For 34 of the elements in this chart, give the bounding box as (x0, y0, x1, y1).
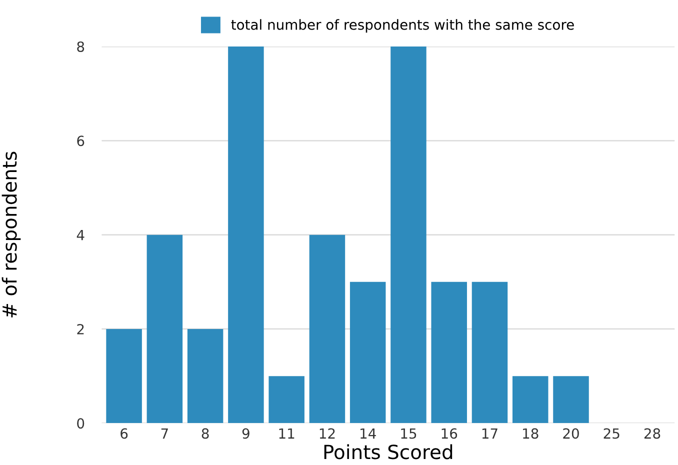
y-tick-label: 4 (76, 230, 84, 240)
y-tick-label: 6 (77, 136, 84, 146)
bar (268, 376, 304, 424)
x-tick-label: 17 (482, 428, 498, 439)
x-tick-label: 11 (279, 428, 294, 439)
bar (431, 282, 467, 424)
x-tick-label: 16 (442, 428, 458, 439)
bar (472, 282, 508, 424)
legend-label: total number of respondents with the same score (231, 19, 574, 33)
x-tick-label: 8 (202, 428, 209, 439)
bar (187, 328, 224, 424)
bar (350, 282, 386, 424)
x-tick-label: 14 (360, 428, 376, 439)
x-tick-label: 12 (320, 428, 335, 439)
x-tick-label: 7 (161, 428, 168, 439)
x-tick-label: 28 (644, 428, 660, 439)
x-axis-title: Points Scored (324, 444, 452, 460)
bar (553, 376, 589, 424)
x-tick-label: 25 (604, 428, 620, 439)
bar (228, 46, 264, 424)
y-tick-label: 0 (77, 418, 84, 429)
y-axis-title: # of respondents (2, 152, 21, 318)
bar (309, 234, 346, 424)
x-tick-label: 9 (242, 428, 250, 439)
y-tick-label: 2 (77, 324, 84, 334)
bar (106, 328, 142, 424)
x-tick-label: 20 (563, 428, 579, 439)
bar (512, 376, 548, 424)
y-tick-label: 8 (77, 41, 84, 52)
x-tick-label: 15 (401, 428, 416, 439)
bar (390, 46, 426, 424)
x-tick-label: 6 (120, 428, 128, 439)
x-tick-label: 18 (523, 428, 538, 439)
bar (146, 234, 183, 424)
